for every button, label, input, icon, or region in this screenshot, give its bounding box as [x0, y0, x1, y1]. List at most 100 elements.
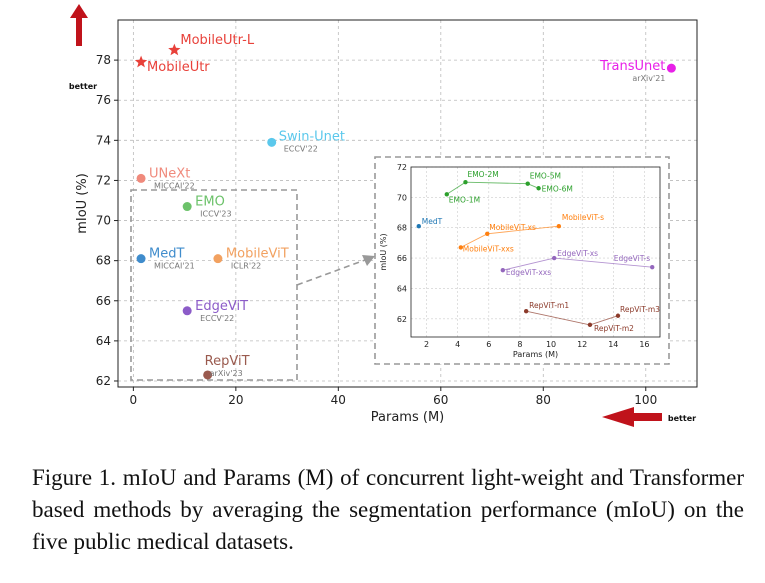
point-label: MobileUtr-L: [180, 33, 254, 48]
venue-label: MICCAI'22: [154, 181, 195, 190]
inset-point-edgevit-s: [650, 264, 655, 270]
point-label: UNeXt: [149, 166, 190, 181]
x-tick-label: 40: [331, 393, 346, 407]
y-tick-label: 62: [96, 374, 111, 388]
point-medt: [136, 254, 146, 264]
point-label: Swin-Unet: [279, 129, 345, 144]
venue-label: ECCV'22: [200, 314, 234, 323]
x-tick-label: 20: [228, 393, 243, 407]
better-arrow-left-icon: [602, 407, 662, 427]
point-label: MobileUtr: [147, 60, 210, 75]
y-tick-label: 74: [96, 133, 111, 147]
inset-plot-frame: [410, 166, 661, 338]
x-tick-label: 100: [634, 393, 657, 407]
point-repvit: [203, 370, 213, 380]
point-label: EMO: [195, 195, 225, 210]
inset-y-tick-label: 66: [397, 254, 407, 263]
inset-point-label: EdgeViT-xxs: [506, 268, 551, 277]
point-mobileutr-l: [168, 43, 181, 56]
y-axis-label: mIoU (%): [75, 173, 90, 234]
inset-point-label: RepViT-m2: [594, 324, 634, 333]
inset-y-tick-label: 70: [397, 193, 407, 202]
better-arrows: better better: [69, 4, 696, 427]
better-arrow-up-icon: [70, 4, 88, 46]
inset-point-edgevit-xs: [551, 255, 557, 261]
point-swin-unet: [267, 137, 277, 147]
venue-label: ECCV'22: [284, 144, 318, 153]
x-tick-label: 60: [433, 393, 448, 407]
y-tick-label: 66: [96, 294, 111, 308]
inset-point-label: MedT: [422, 217, 443, 226]
zoom-region-box: [130, 189, 375, 381]
inset-point-emo-6m: [536, 186, 541, 191]
inset-x-tick-label: 10: [546, 340, 556, 349]
inset-point-emo-5m: [525, 181, 530, 186]
point-label: RepViT: [205, 354, 250, 369]
inset-point-emo-1m: [444, 192, 449, 197]
point-unext: [136, 173, 146, 183]
zoom-connector-head: [362, 255, 375, 266]
inset-point-label: EdgeViT-s: [614, 254, 651, 263]
inset-point-repvit-m2: [587, 322, 593, 328]
inset-series-line-emo: [446, 181, 539, 195]
inset-y-tick-label: 64: [397, 284, 407, 293]
inset-point-label: MobileViT-s: [562, 213, 604, 222]
inset-x-axis-label: Params (M): [513, 350, 558, 359]
inset-y-tick-label: 68: [397, 224, 407, 233]
inset-x-tick-label: 4: [455, 340, 460, 349]
inset-point-label: EMO-5M: [530, 172, 561, 181]
inset-point-label: EMO-2M: [467, 170, 498, 179]
x-tick-label: 0: [130, 393, 138, 407]
inset-point-label: EMO-1M: [449, 195, 480, 204]
inset-point-label: RepViT-m3: [620, 305, 660, 314]
venue-label: MICCAI'21: [154, 262, 195, 271]
x-axis-label: Params (M): [371, 410, 444, 425]
point-mobileutr: [134, 55, 148, 68]
point-label: TransUnet: [599, 59, 665, 74]
inset-point-medt: [416, 223, 421, 229]
inset-frame-dashed: [374, 156, 670, 365]
venue-label: arXiv'23: [210, 369, 243, 378]
inset-point-label: MobileViT-xxs: [463, 244, 514, 253]
inset-y-axis-label: mIoU (%): [379, 233, 388, 270]
point-label: MedT: [149, 247, 184, 262]
better-label-y: better: [69, 82, 97, 91]
inset-point-label: EdgeViT-xs: [557, 249, 598, 258]
inset-point-emo-2m: [463, 179, 468, 185]
point-edgevit: [182, 306, 192, 316]
inset-y-tick-label: 72: [397, 163, 407, 172]
inset-point-label: RepViT-m1: [529, 301, 569, 310]
point-mobilevit: [213, 254, 223, 264]
plot-frame: [117, 19, 698, 388]
inset-point-edgevit-xxs: [500, 268, 506, 273]
inset-point-mobilevit-s: [556, 223, 562, 229]
better-label-x: better: [668, 414, 696, 423]
figure-caption: Figure 1. mIoU and Params (M) of concurr…: [32, 465, 744, 554]
inset-point-label: EMO-6M: [542, 184, 573, 193]
point-label: EdgeViT: [195, 299, 248, 314]
y-tick-label: 68: [96, 254, 111, 268]
venue-label: arXiv'21: [632, 74, 665, 83]
inset-y-tick-label: 62: [397, 315, 407, 324]
inset-x-tick-label: 2: [424, 340, 429, 349]
inset-point-mobilevit-xxs: [458, 245, 463, 250]
main-axes: [117, 19, 698, 388]
venue-label: ICLR'22: [231, 262, 261, 271]
zoom-connector: [296, 259, 366, 286]
inset-point-label: MobileViT-xs: [489, 223, 536, 232]
inset-point-repvit-m3: [615, 313, 621, 318]
inset-point-mobilevit-xs: [485, 231, 490, 236]
inset-x-tick-label: 12: [577, 340, 587, 349]
point-emo: [182, 202, 192, 212]
x-tick-label: 80: [536, 393, 551, 407]
inset-point-repvit-m1: [523, 308, 529, 314]
y-tick-label: 70: [96, 214, 111, 228]
y-tick-label: 72: [96, 173, 111, 187]
y-tick-label: 64: [96, 334, 111, 348]
y-tick-label: 78: [96, 53, 111, 67]
point-transunet: [666, 63, 676, 73]
